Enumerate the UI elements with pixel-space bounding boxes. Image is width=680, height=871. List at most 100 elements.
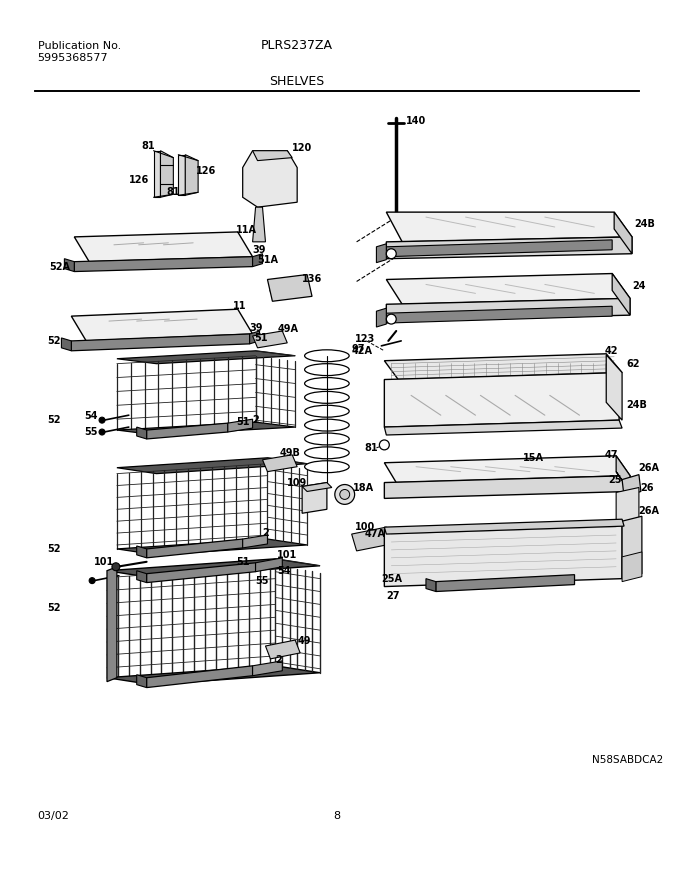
Polygon shape	[252, 207, 265, 242]
Text: 51A: 51A	[258, 254, 279, 265]
Polygon shape	[107, 559, 320, 577]
Polygon shape	[386, 237, 632, 259]
Text: 55: 55	[256, 576, 269, 585]
Polygon shape	[65, 259, 74, 272]
Polygon shape	[61, 338, 71, 351]
Polygon shape	[622, 552, 642, 582]
Polygon shape	[612, 273, 630, 315]
Text: 24: 24	[632, 281, 645, 292]
Polygon shape	[386, 273, 630, 304]
Polygon shape	[147, 423, 228, 439]
Text: 47A: 47A	[364, 529, 386, 539]
Text: 11: 11	[233, 301, 246, 311]
Polygon shape	[607, 354, 622, 420]
Polygon shape	[616, 472, 634, 497]
Polygon shape	[436, 575, 575, 591]
Text: 81: 81	[364, 442, 378, 453]
Circle shape	[340, 490, 350, 499]
Polygon shape	[252, 151, 292, 160]
Polygon shape	[384, 521, 622, 586]
Text: 24B: 24B	[634, 219, 655, 229]
Polygon shape	[252, 331, 287, 348]
Text: 51: 51	[236, 557, 250, 567]
Polygon shape	[616, 456, 630, 491]
Polygon shape	[137, 427, 147, 439]
Text: 15A: 15A	[523, 453, 544, 463]
Polygon shape	[302, 483, 327, 513]
Polygon shape	[243, 535, 267, 548]
Polygon shape	[616, 488, 639, 534]
Polygon shape	[386, 240, 612, 257]
Polygon shape	[252, 253, 262, 267]
Text: PLRS237ZA: PLRS237ZA	[261, 39, 333, 52]
Text: 54: 54	[277, 565, 291, 576]
Polygon shape	[117, 458, 307, 474]
Polygon shape	[71, 309, 252, 341]
Text: 25A: 25A	[381, 574, 403, 584]
Text: 39: 39	[252, 245, 266, 254]
Polygon shape	[622, 517, 642, 578]
Text: 109: 109	[287, 477, 307, 488]
Polygon shape	[147, 563, 256, 583]
Text: 47: 47	[605, 449, 617, 460]
Text: 52: 52	[48, 544, 61, 554]
Text: 100: 100	[355, 522, 375, 532]
Text: 140: 140	[406, 116, 426, 126]
Polygon shape	[74, 257, 252, 272]
Polygon shape	[137, 675, 147, 687]
Text: 97: 97	[352, 344, 365, 354]
Text: 42: 42	[605, 346, 617, 356]
Circle shape	[99, 417, 105, 423]
Circle shape	[99, 429, 105, 435]
Polygon shape	[250, 331, 260, 344]
Polygon shape	[160, 151, 173, 197]
Text: N58SABDCA2: N58SABDCA2	[592, 755, 664, 765]
Text: 126: 126	[129, 175, 149, 186]
Text: 49A: 49A	[277, 324, 299, 334]
Polygon shape	[426, 578, 436, 591]
Text: 42A: 42A	[352, 346, 373, 356]
Polygon shape	[384, 519, 624, 534]
Circle shape	[335, 484, 355, 504]
Polygon shape	[117, 351, 295, 364]
Polygon shape	[256, 557, 282, 571]
Polygon shape	[137, 546, 147, 557]
Polygon shape	[117, 539, 307, 555]
Text: 03/02: 03/02	[37, 812, 69, 821]
Text: 26A: 26A	[638, 506, 659, 517]
Text: 55: 55	[84, 427, 98, 437]
Text: 2: 2	[275, 655, 282, 665]
Text: 11A: 11A	[236, 225, 257, 235]
Polygon shape	[107, 567, 117, 682]
Text: 52A: 52A	[50, 261, 71, 272]
Polygon shape	[352, 527, 391, 550]
Text: 126: 126	[196, 165, 216, 176]
Text: 52: 52	[48, 604, 61, 613]
Text: 81: 81	[141, 141, 155, 151]
Text: 52: 52	[48, 415, 61, 425]
Polygon shape	[377, 308, 386, 327]
Text: 62: 62	[626, 359, 640, 368]
Polygon shape	[117, 422, 295, 435]
Polygon shape	[377, 244, 386, 263]
Text: 136: 136	[302, 274, 322, 285]
Text: 2: 2	[262, 528, 269, 538]
Text: 81: 81	[167, 187, 180, 198]
Text: 26A: 26A	[638, 463, 659, 473]
Polygon shape	[178, 155, 185, 195]
Circle shape	[386, 249, 396, 259]
Polygon shape	[71, 334, 250, 351]
Text: 52: 52	[48, 336, 61, 346]
Polygon shape	[74, 232, 252, 261]
Text: 18A: 18A	[353, 483, 374, 492]
Polygon shape	[228, 419, 252, 432]
Polygon shape	[386, 298, 630, 321]
Polygon shape	[243, 151, 297, 207]
Text: 101: 101	[277, 550, 298, 560]
Text: 51: 51	[236, 417, 250, 427]
Text: 51: 51	[254, 333, 268, 343]
Polygon shape	[107, 665, 320, 685]
Polygon shape	[137, 571, 147, 583]
Polygon shape	[262, 455, 297, 472]
Text: 27: 27	[386, 591, 400, 602]
